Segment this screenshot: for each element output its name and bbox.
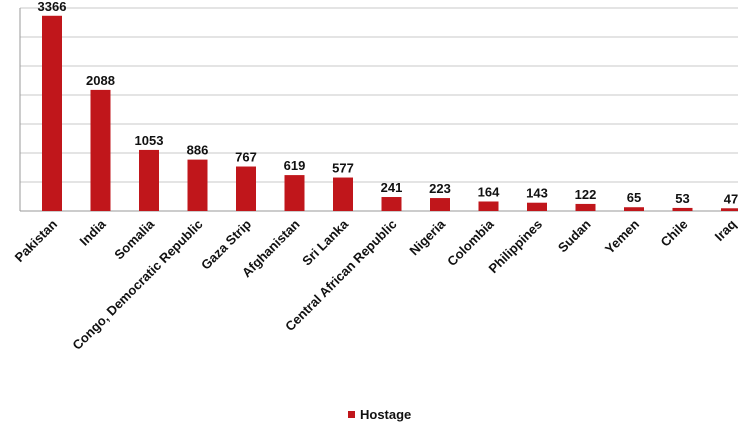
data-label: 241: [381, 180, 403, 195]
bar: [672, 207, 693, 211]
category-label: Sudan: [555, 216, 594, 255]
data-labels: 3366 2088 1053 886 767 619 577 241 223 164 143 122 6…: [38, 0, 738, 206]
bar: [90, 89, 111, 211]
bar: [42, 15, 62, 211]
category-label: Iraq: [712, 216, 738, 244]
data-label: 164: [478, 184, 500, 199]
gridlines: [20, 7, 738, 183]
data-label: 886: [187, 143, 209, 158]
data-label: 47: [724, 191, 738, 206]
category-label: Yemen: [602, 216, 642, 256]
data-label: 143: [526, 186, 548, 201]
data-label: 122: [575, 187, 597, 202]
category-label: Chile: [658, 217, 691, 250]
legend-label: Hostage: [360, 407, 411, 422]
data-label: 2088: [86, 73, 115, 88]
bar: [236, 166, 256, 211]
bar: [381, 197, 402, 211]
bar: [187, 159, 208, 211]
bar: [430, 198, 450, 211]
data-label: 223: [429, 181, 451, 196]
data-label: 65: [627, 190, 641, 205]
bar: [624, 207, 644, 211]
bars: [42, 15, 738, 211]
bar: [721, 208, 738, 211]
data-label: 1053: [135, 133, 164, 148]
bar: [575, 203, 596, 211]
category-label: Pakistan: [12, 216, 60, 264]
data-label: 53: [675, 191, 689, 206]
category-label: Somalia: [111, 216, 157, 262]
bar: [527, 202, 547, 211]
category-label: India: [77, 216, 110, 249]
bar: [333, 177, 353, 211]
bar: [478, 201, 499, 211]
data-label: 3366: [38, 0, 67, 14]
bar: [284, 175, 305, 211]
category-label: Nigeria: [406, 216, 448, 258]
legend-swatch: [348, 411, 355, 418]
data-label: 577: [332, 161, 354, 176]
data-label: 619: [284, 158, 306, 173]
bar: [139, 149, 159, 211]
data-label: 767: [235, 150, 257, 165]
legend: Hostage: [348, 407, 411, 422]
